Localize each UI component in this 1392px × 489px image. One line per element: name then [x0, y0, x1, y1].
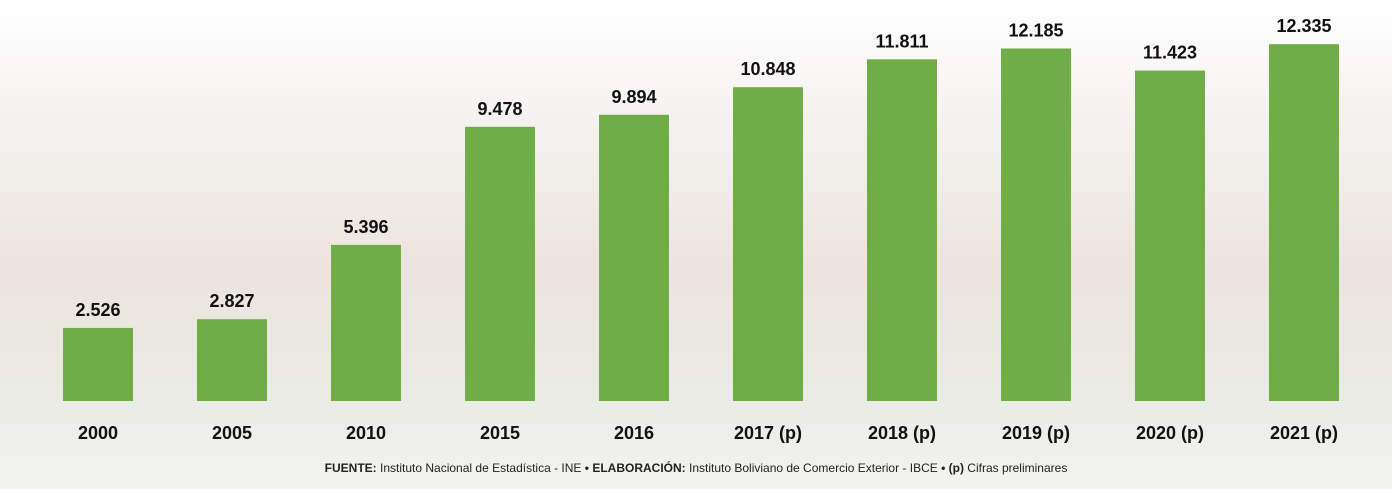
x-tick-label: 2017 (p) — [734, 423, 802, 443]
x-tick-label: 2021 (p) — [1270, 423, 1338, 443]
value-label: 9.478 — [477, 99, 522, 119]
value-label: 9.894 — [611, 87, 656, 107]
footer-part: Instituto Nacional de Estadística - INE — [377, 461, 585, 475]
value-label: 5.396 — [343, 217, 388, 237]
footer-part: FUENTE: — [325, 461, 377, 475]
bar — [63, 327, 133, 401]
bar — [331, 244, 401, 401]
value-label: 12.185 — [1008, 21, 1063, 41]
bar — [733, 87, 803, 401]
bar — [599, 114, 669, 402]
x-tick-label: 2000 — [78, 423, 118, 443]
value-label: 10.848 — [740, 59, 795, 79]
footer-part: • (p) — [941, 461, 964, 475]
bar — [1135, 70, 1205, 402]
value-label: 11.423 — [1143, 43, 1197, 63]
value-label: 11.811 — [875, 31, 928, 51]
footer-part: Instituto Boliviano de Comercio Exterior… — [686, 461, 941, 475]
footer-part: Cifras preliminares — [964, 461, 1067, 475]
x-tick-label: 2015 — [480, 423, 520, 443]
bar — [867, 59, 937, 401]
bar — [1001, 48, 1071, 401]
x-tick-label: 2010 — [346, 423, 386, 443]
x-tick-label: 2019 (p) — [1002, 423, 1070, 443]
value-label: 2.526 — [75, 300, 120, 320]
x-tick-label: 2005 — [212, 423, 252, 443]
x-tick-label: 2016 — [614, 423, 654, 443]
bar — [197, 319, 267, 401]
x-tick-label: 2018 (p) — [868, 423, 936, 443]
bar — [465, 126, 535, 401]
footer: FUENTE: Instituto Nacional de Estadístic… — [325, 460, 1068, 475]
footer-part: • ELABORACIÓN: — [585, 460, 686, 475]
bar — [1269, 44, 1339, 401]
value-label: 2.827 — [209, 291, 254, 311]
value-label: 12.335 — [1276, 16, 1331, 36]
x-tick-label: 2020 (p) — [1136, 423, 1204, 443]
